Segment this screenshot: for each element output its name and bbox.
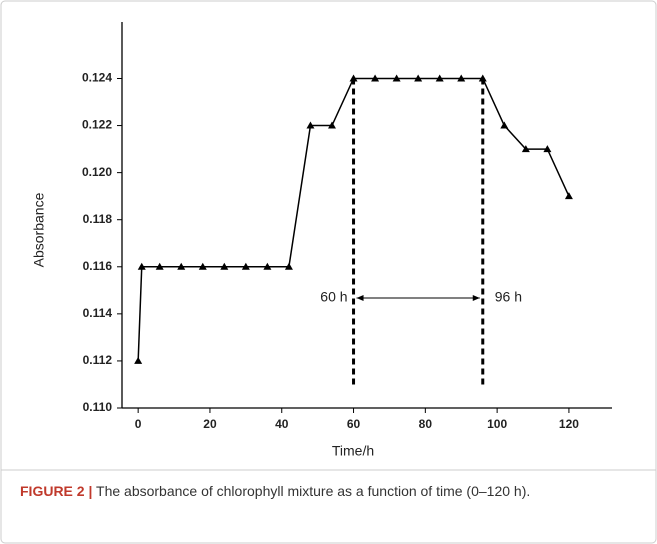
point xyxy=(241,262,250,270)
y-tick-label: 0.114 xyxy=(83,306,113,320)
point xyxy=(177,262,186,270)
point xyxy=(137,262,146,270)
y-tick-label: 0.110 xyxy=(83,400,113,414)
caption: FIGURE 2 | The absorbance of chlorophyll… xyxy=(20,480,635,503)
series-line xyxy=(137,77,570,361)
x-tick-label: 100 xyxy=(487,417,507,431)
y-axis-title: Absorbance xyxy=(31,192,47,267)
y-tick-label: 0.120 xyxy=(82,165,112,179)
point xyxy=(220,262,229,270)
point xyxy=(521,145,530,153)
point xyxy=(134,356,143,364)
point xyxy=(371,74,380,82)
point xyxy=(457,74,466,82)
point xyxy=(564,192,573,200)
point xyxy=(392,74,401,82)
point xyxy=(306,121,315,129)
y-tick-label: 0.124 xyxy=(82,71,112,85)
y-tick-label: 0.122 xyxy=(82,118,112,132)
x-axis-title: Time/h xyxy=(332,443,374,459)
point xyxy=(435,74,444,82)
point xyxy=(284,262,293,270)
point xyxy=(500,121,509,129)
point xyxy=(478,74,487,82)
x-tick-label: 0 xyxy=(135,417,142,431)
y-tick-label: 0.118 xyxy=(83,212,113,226)
point xyxy=(155,262,164,270)
x-tick-label: 20 xyxy=(203,417,217,431)
y-tick-label: 0.116 xyxy=(83,259,113,273)
point xyxy=(328,121,336,129)
marker-label: 60 h xyxy=(320,289,347,305)
point xyxy=(414,74,423,82)
point xyxy=(198,262,207,270)
marker-label: 96 h xyxy=(495,289,522,305)
point xyxy=(263,262,272,270)
point xyxy=(349,74,358,82)
caption-text: The absorbance of chlorophyll mixture as… xyxy=(96,483,531,499)
point xyxy=(543,145,552,153)
caption-label: FIGURE 2 | xyxy=(20,483,93,499)
x-tick-label: 40 xyxy=(275,417,289,431)
x-tick-label: 60 xyxy=(347,417,361,431)
y-tick-label: 0.112 xyxy=(83,353,113,367)
x-tick-label: 120 xyxy=(559,417,579,431)
x-tick-label: 80 xyxy=(419,417,433,431)
